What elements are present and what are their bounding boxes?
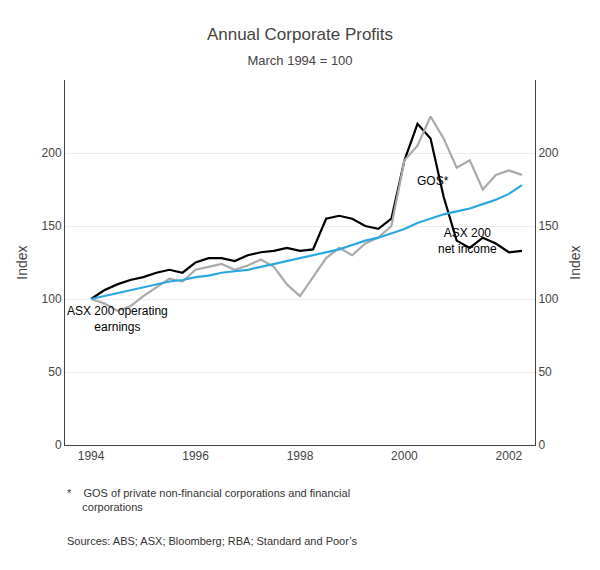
svg-text:Sources: ABS; ASX; Bloomberg;: Sources: ABS; ASX; Bloomberg; RBA; Stand… — [67, 535, 358, 547]
svg-text:1998: 1998 — [287, 449, 314, 463]
svg-text:50: 50 — [48, 365, 62, 379]
svg-text:150: 150 — [538, 219, 558, 233]
svg-text:0: 0 — [55, 438, 62, 452]
svg-text:* GOS of private non-financ: * GOS of private non-financial corporati… — [67, 487, 350, 513]
svg-text:150: 150 — [42, 219, 62, 233]
svg-text:1996: 1996 — [182, 449, 209, 463]
svg-text:GOS*: GOS* — [417, 174, 449, 188]
svg-text:March 1994 = 100: March 1994 = 100 — [247, 53, 352, 68]
svg-text:100: 100 — [538, 292, 558, 306]
svg-text:50: 50 — [538, 365, 552, 379]
svg-text:2002: 2002 — [496, 449, 523, 463]
svg-text:200: 200 — [538, 146, 558, 160]
svg-text:200: 200 — [42, 146, 62, 160]
svg-text:ASX 200net income: ASX 200net income — [438, 226, 497, 256]
svg-text:Annual Corporate Profits: Annual Corporate Profits — [207, 25, 393, 44]
svg-text:100: 100 — [42, 292, 62, 306]
svg-text:Index: Index — [567, 245, 583, 279]
svg-text:1994: 1994 — [78, 449, 105, 463]
svg-text:0: 0 — [538, 438, 545, 452]
svg-text:Index: Index — [14, 245, 30, 279]
svg-text:ASX 200 operatingearnings: ASX 200 operatingearnings — [67, 304, 168, 334]
svg-text:2000: 2000 — [391, 449, 418, 463]
